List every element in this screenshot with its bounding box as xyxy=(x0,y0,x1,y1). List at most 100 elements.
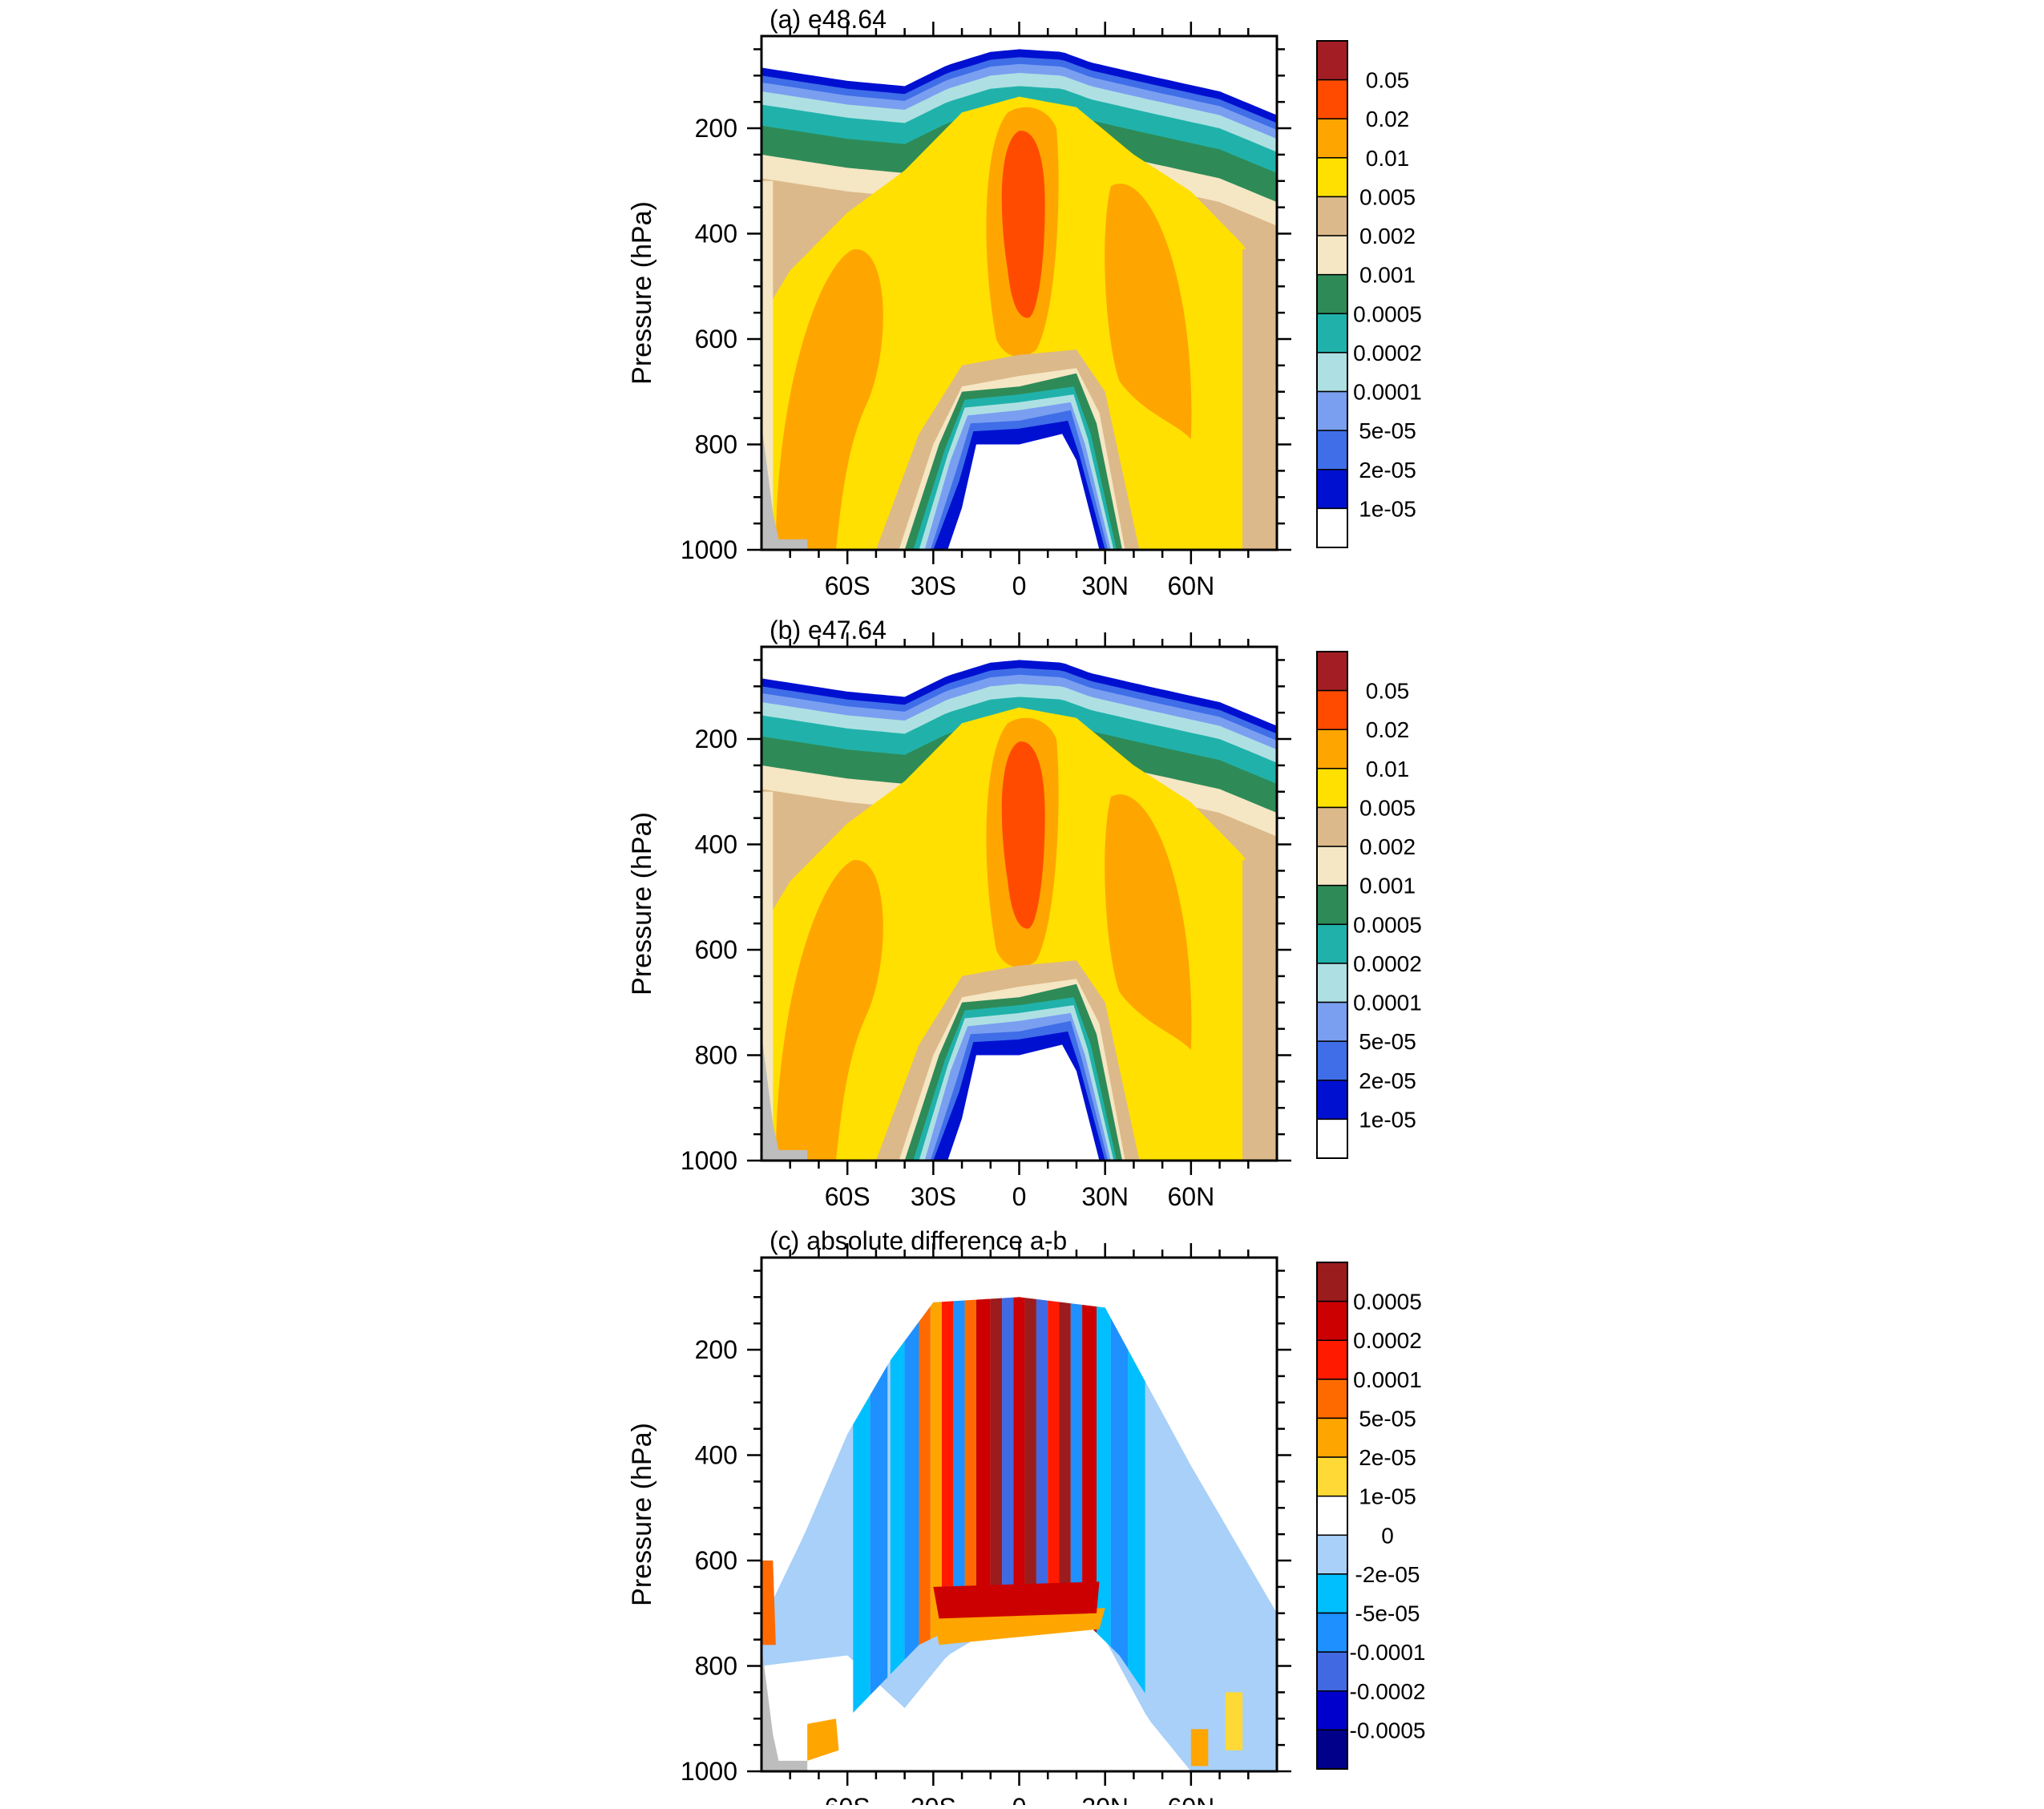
diff-band xyxy=(1190,1729,1209,1767)
colorbar-label: 0.0002 xyxy=(1353,951,1422,976)
y-tick-label: 800 xyxy=(695,1041,737,1070)
diff-stripe xyxy=(990,1298,1003,1619)
diff-stripe xyxy=(964,1299,976,1624)
panel-title: (c) absolute difference a-b xyxy=(770,1226,1067,1255)
colorbar-swatch xyxy=(1316,1379,1348,1419)
colorbar-swatch xyxy=(1316,40,1348,81)
colorbar-label: 0.05 xyxy=(1366,68,1410,93)
y-tick-label: 1000 xyxy=(681,1757,737,1786)
y-tick-label: 400 xyxy=(695,1441,737,1470)
colorbar-label: 2e-05 xyxy=(1359,1068,1416,1093)
contour-lobe xyxy=(1105,794,1192,1050)
colorbar-swatch xyxy=(1316,1262,1348,1302)
diff-stripe xyxy=(1070,1303,1083,1619)
colorbar-label: 1e-05 xyxy=(1359,496,1416,521)
colorbar-label: 1e-05 xyxy=(1359,1107,1416,1132)
colorbar-label: -0.0005 xyxy=(1350,1718,1426,1742)
colorbar-label: -0.0002 xyxy=(1350,1679,1426,1704)
diff-stripe xyxy=(904,1322,919,1660)
colorbar-swatch xyxy=(1316,963,1348,1003)
x-tick-label: 30S xyxy=(911,1793,956,1805)
colorbar-label: 0.0002 xyxy=(1353,1328,1422,1353)
land-mask xyxy=(761,1645,808,1771)
y-tick-label: 600 xyxy=(695,935,737,964)
colorbar-swatch xyxy=(1316,1651,1348,1692)
colorbar-swatch xyxy=(1316,118,1348,159)
colorbar-label: 5e-05 xyxy=(1359,1406,1416,1431)
diff-stripe xyxy=(1002,1297,1014,1617)
colorbar-label: 0.005 xyxy=(1359,795,1416,820)
x-tick-label: 30N xyxy=(1081,1793,1129,1805)
colorbar-swatch xyxy=(1316,1456,1348,1497)
diff-band xyxy=(807,1718,839,1761)
x-tick-label: 60S xyxy=(825,1182,871,1211)
dome-band xyxy=(947,434,1100,550)
colorbar-swatch xyxy=(1316,923,1348,964)
plot-area xyxy=(761,1258,1277,1771)
colorbar-label: -0.0001 xyxy=(1350,1640,1426,1665)
diff-stripe xyxy=(853,1395,871,1713)
colorbar-swatch xyxy=(1316,79,1348,119)
x-tick-label: 0 xyxy=(1012,1793,1027,1805)
colorbar-swatch xyxy=(1316,196,1348,236)
diff-stripe xyxy=(1036,1298,1048,1613)
x-tick-label: 60N xyxy=(1167,1182,1214,1211)
colorbar-swatch xyxy=(1316,469,1348,510)
y-tick-label: 1000 xyxy=(681,535,737,564)
colorbar-label: 5e-05 xyxy=(1359,418,1416,443)
y-tick-label: 1000 xyxy=(681,1146,737,1175)
colorbar-label: 0.001 xyxy=(1359,263,1416,288)
colorbar-swatch xyxy=(1316,1573,1348,1614)
diff-stripe xyxy=(930,1302,942,1640)
colorbar-label: 0.001 xyxy=(1359,874,1416,898)
colorbar-swatch xyxy=(1316,1300,1348,1341)
colorbar-label: 2e-05 xyxy=(1359,1445,1416,1470)
dome-band xyxy=(947,1044,1100,1161)
colorbar-swatch xyxy=(1316,1729,1348,1770)
panel-c: 200 400 600 800 1000 60S 30S 0 30N 60N (c) absolut… xyxy=(627,1226,1426,1809)
diff-stripe xyxy=(890,1341,905,1674)
y-tick-label: 200 xyxy=(695,1335,737,1364)
colorbar-label: -5e-05 xyxy=(1355,1601,1420,1626)
colorbar-label: 5e-05 xyxy=(1359,1029,1416,1054)
y-tick-label: 600 xyxy=(695,325,737,353)
colorbar-swatch xyxy=(1316,1495,1348,1536)
plot-area xyxy=(761,36,1277,550)
colorbar-label: 0.01 xyxy=(1366,146,1410,171)
colorbar-swatch xyxy=(1316,729,1348,769)
colorbar-label: 0.0001 xyxy=(1353,991,1422,1016)
contour-lobe xyxy=(775,249,883,550)
diff-stripe xyxy=(976,1298,991,1621)
colorbar-swatch xyxy=(1316,235,1348,276)
y-tick-label: 400 xyxy=(695,220,737,248)
x-tick-label: 0 xyxy=(1012,1182,1027,1211)
colorbar-label: 2e-05 xyxy=(1359,458,1416,483)
plot-area xyxy=(761,647,1277,1161)
x-tick-label: 30S xyxy=(911,1182,956,1211)
colorbar-swatch xyxy=(1316,352,1348,393)
colorbar-label: 0.0001 xyxy=(1353,380,1422,405)
colorbar-swatch xyxy=(1316,1339,1348,1380)
y-axis-label: Pressure (hPa) xyxy=(627,201,657,385)
contour-band xyxy=(1242,244,1277,550)
colorbar-swatch xyxy=(1316,1612,1348,1653)
colorbar-frame xyxy=(1316,651,1348,1159)
colorbar-label: 0.02 xyxy=(1366,717,1410,742)
x-tick-label: 30N xyxy=(1081,571,1129,600)
colorbar-label: 0.0005 xyxy=(1353,1290,1422,1314)
diff-stripe xyxy=(919,1306,931,1645)
diff-stripe xyxy=(1082,1305,1097,1633)
colorbar-swatch xyxy=(1316,430,1348,470)
colorbar-swatch xyxy=(1316,1040,1348,1081)
diff-stripe xyxy=(942,1301,954,1634)
diff-stripe xyxy=(1013,1297,1025,1615)
diff-stripe xyxy=(1097,1306,1111,1647)
x-tick-label: 60S xyxy=(825,1793,871,1805)
colorbar-label: 0.0002 xyxy=(1353,341,1422,365)
colorbar-swatch xyxy=(1316,1690,1348,1731)
y-tick-label: 800 xyxy=(695,1652,737,1681)
contour-core xyxy=(1001,741,1045,929)
diff-stripe xyxy=(1059,1302,1071,1613)
diff-stripe xyxy=(953,1300,965,1629)
x-tick-label: 0 xyxy=(1012,571,1027,600)
